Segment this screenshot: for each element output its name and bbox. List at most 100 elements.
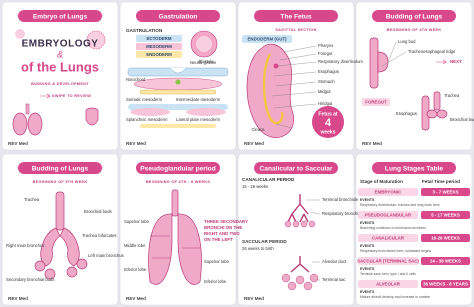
label: Lateral plate mesoderm — [176, 117, 221, 122]
stage-cell — [358, 188, 418, 196]
germ-layer — [136, 43, 182, 50]
subtitle: BEGINNING OF 6TH - 8 WEEKS — [146, 180, 211, 184]
illustration-part — [175, 79, 181, 85]
time-cell — [421, 211, 470, 219]
stage-time: 16-26 WEEKS — [431, 235, 460, 240]
illustration-part — [40, 93, 51, 99]
logo: REV Med — [362, 141, 382, 146]
illustration-part — [140, 124, 216, 128]
label: Respiratory bronchiole — [322, 211, 365, 216]
events-label: EVENTS — [360, 221, 375, 225]
next-label: NEXT — [450, 59, 462, 64]
panel-header — [18, 162, 102, 174]
stage-name: ALVEOLAR — [376, 281, 401, 286]
illustration-part — [139, 89, 217, 95]
label: Pharynx — [318, 43, 334, 48]
labels: Embryo of Lungs REV Med Gastrulation REV Me… — [6, 13, 474, 301]
illustration-part — [377, 51, 389, 73]
table-header: Fetal Time period — [422, 179, 460, 184]
badge — [312, 106, 344, 138]
illustration-fetus — [246, 43, 317, 138]
illustration-part — [148, 213, 173, 285]
events-label: EVENTS — [360, 267, 375, 271]
illustration-canalicular — [281, 194, 321, 291]
subtitle: BEGINNING OF 5TH WEEK — [33, 180, 88, 184]
illustration-part — [281, 273, 291, 283]
label: Tracheoesophageal ridge — [408, 49, 456, 54]
germ-layer — [136, 51, 182, 58]
illustration-part — [309, 273, 319, 283]
time-cell — [421, 234, 470, 242]
illustration-part — [85, 107, 99, 126]
period-time: 16 - 26 weeks — [242, 184, 268, 189]
illustration-part — [59, 227, 80, 267]
illustration-part — [290, 256, 310, 273]
illustration-part — [369, 37, 379, 89]
label: Hindgut — [318, 101, 333, 106]
stage-time: 36 WEEKS - 8 YEARS — [423, 281, 468, 286]
events-label: EVENTS — [360, 290, 375, 294]
germ-layer-label: ECTODERM — [146, 36, 171, 41]
panel-header — [254, 10, 338, 22]
badge-text: weeks — [319, 129, 335, 135]
label: Trachea — [444, 93, 460, 98]
illustration-part — [306, 199, 321, 281]
events-text: Respiratory diverticulum, trachea and lu… — [360, 203, 440, 207]
label: Inferior lobe — [124, 267, 147, 272]
illustration-part — [281, 273, 319, 291]
events-label: EVENTS — [360, 244, 375, 248]
logo: REV Med — [8, 296, 28, 301]
illustration-part — [27, 112, 43, 136]
illustration-pseudoglandular — [148, 189, 202, 285]
logo: REV Med — [126, 296, 146, 301]
illustration-part — [262, 53, 284, 125]
label: Trachea bifurcates — [82, 233, 117, 238]
label: Bronchial buds — [450, 117, 474, 122]
panel-title: Embryo of Lungs — [33, 13, 88, 20]
events-text: Respiratory bronchioles form; surfactant… — [360, 249, 431, 253]
events-text: Branching continues to terminal bronchio… — [360, 226, 426, 230]
logo: REV Med — [8, 141, 28, 146]
subheading: of the Lungs — [21, 59, 99, 74]
illustration-part — [436, 109, 448, 119]
period-time: 26 weeks to birth — [242, 246, 274, 251]
panel-title: Budding of Lungs — [32, 165, 89, 172]
stage-name: CANALICULAR — [372, 235, 405, 240]
illustration-part — [66, 266, 78, 278]
illustration-part — [186, 108, 226, 116]
label: Inferior lobe — [204, 279, 227, 284]
label: Bronchial buds — [84, 209, 112, 214]
panel-title: The Fetus — [280, 13, 311, 20]
illustration-part — [44, 268, 56, 280]
subtitle: SAGITTAL SECTION — [275, 28, 316, 32]
illustration-part — [436, 59, 447, 65]
illustration-part — [130, 108, 170, 116]
illustration-part — [196, 36, 212, 52]
label: Cloaca — [251, 127, 265, 132]
period-name: SACCULAR PERIOD — [242, 239, 287, 244]
panel — [237, 153, 355, 306]
stage-name: EMBRYONIC — [375, 189, 402, 194]
events-text: Terminal sacs form; type I and II cells — [360, 272, 416, 276]
panel-header — [254, 162, 338, 174]
illustration-part — [34, 260, 46, 272]
logo: REV Med — [244, 296, 264, 301]
illustration-part — [177, 213, 202, 285]
label: Neural groove — [190, 60, 217, 65]
label: Lung bud — [398, 39, 416, 44]
table-header: Stage of Maturation — [360, 179, 403, 184]
heading: EMBRYOLOGY — [22, 39, 99, 50]
illustration-embryo — [12, 29, 106, 136]
section-label: GASTRULATION — [126, 28, 163, 33]
time-cell — [421, 280, 470, 288]
badge-text: Fetus at — [318, 111, 338, 117]
label: Splanchnic mesoderm — [126, 117, 168, 122]
label: Blastula — [199, 59, 215, 64]
germ-layer-label: MESODERM — [146, 44, 172, 49]
stage-cell — [358, 257, 418, 265]
label: Stomach — [318, 79, 335, 84]
illustration-gastrulation — [127, 30, 229, 128]
stage-name: SACCULAR (TERMINAL SAC) — [357, 258, 419, 263]
logo: REV Med — [244, 141, 264, 146]
